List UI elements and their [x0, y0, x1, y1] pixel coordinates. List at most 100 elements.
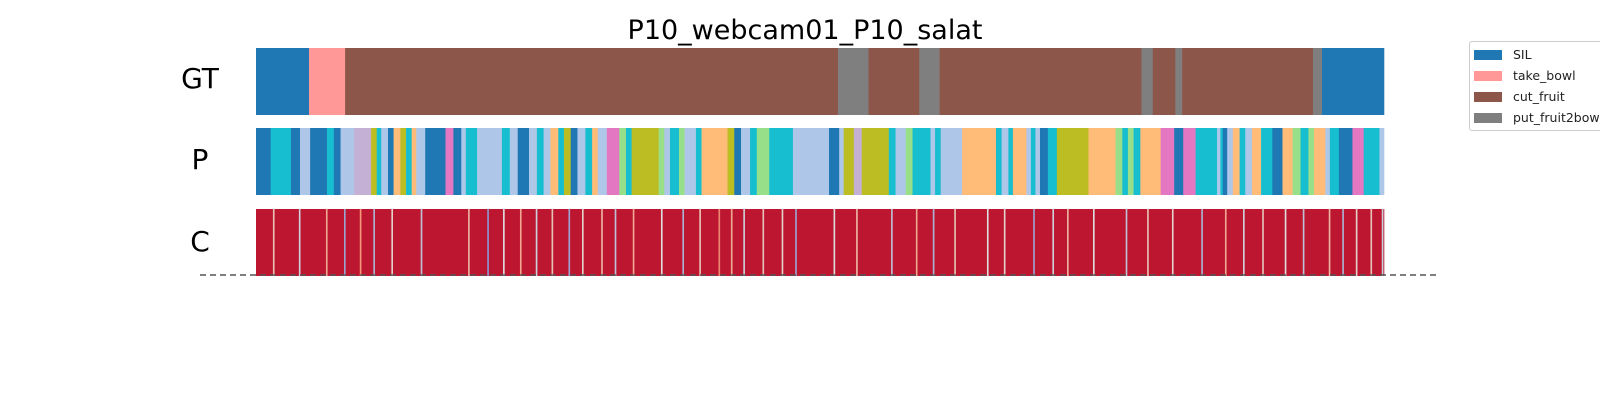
legend-item: SIL — [1474, 46, 1532, 62]
confidence-stripe — [795, 209, 797, 276]
prediction-bar — [256, 128, 1385, 195]
prediction-segment — [756, 128, 770, 195]
prediction-segment — [940, 128, 963, 195]
prediction-segment — [563, 128, 572, 195]
prediction-segment — [631, 128, 659, 195]
gt-segment — [1152, 48, 1176, 115]
prediction-segment — [387, 128, 394, 195]
prediction-segment — [1292, 128, 1301, 195]
legend-item: take_bowl — [1474, 67, 1576, 83]
prediction-segment — [1088, 128, 1116, 195]
confidence-stripe — [1302, 209, 1305, 276]
prediction-segment — [1261, 128, 1273, 195]
legend-label: SIL — [1513, 47, 1532, 62]
confidence-stripe — [373, 209, 375, 276]
gt-segment — [939, 48, 1142, 115]
prediction-segment — [1001, 128, 1009, 195]
prediction-segment — [1300, 128, 1309, 195]
prediction-segment — [558, 128, 565, 195]
prediction-segment — [905, 128, 913, 195]
prediction-segment — [1174, 128, 1184, 195]
prediction-segment — [1272, 128, 1283, 195]
prediction-segment — [684, 128, 697, 195]
prediction-segment — [1252, 128, 1262, 195]
gt-segment — [309, 48, 346, 115]
legend-swatch-sil — [1474, 49, 1502, 60]
confidence-stripe — [718, 209, 721, 276]
prediction-segment — [461, 128, 467, 195]
confidence-stripe — [551, 209, 554, 276]
prediction-segment — [853, 128, 863, 195]
prediction-segment — [695, 128, 702, 195]
confidence-stripe — [1003, 209, 1006, 276]
prediction-segment — [1030, 128, 1036, 195]
gt-segment — [868, 48, 920, 115]
gt-segment — [1312, 48, 1323, 115]
prediction-segment — [425, 128, 446, 195]
prediction-segment — [543, 128, 551, 195]
confidence-stripe — [856, 209, 858, 276]
legend-swatch-cut-fruit — [1474, 91, 1502, 102]
prediction-segment — [465, 128, 478, 195]
prediction-segment — [1220, 128, 1223, 195]
prediction-segment — [727, 128, 735, 195]
prediction-segment — [895, 128, 907, 195]
confidence-stripe — [420, 209, 423, 276]
legend-label: take_bowl — [1513, 68, 1576, 83]
confidence-stripe — [359, 209, 362, 276]
prediction-segment — [995, 128, 1002, 195]
prediction-segment — [381, 128, 389, 195]
gt-segment — [1321, 48, 1385, 115]
confidence-stripe — [468, 209, 470, 276]
prediction-segment — [1047, 128, 1058, 195]
prediction-segment — [501, 128, 511, 195]
gt-segment — [345, 48, 839, 115]
prediction-segment — [1012, 128, 1027, 195]
prediction-segment — [1195, 128, 1218, 195]
prediction-segment — [1308, 128, 1315, 195]
prediction-segment — [1282, 128, 1293, 195]
prediction-segment — [1035, 128, 1041, 195]
row-label-gt: GT — [181, 62, 220, 95]
prediction-segment — [517, 128, 530, 195]
gt-segment — [1182, 48, 1314, 115]
confidence-stripe — [601, 209, 603, 276]
confidence-stripe — [1342, 209, 1344, 276]
prediction-segment — [445, 128, 454, 195]
gt-segment — [919, 48, 940, 115]
prediction-segment — [310, 128, 328, 195]
prediction-segment — [1329, 128, 1340, 195]
prediction-segment — [1232, 128, 1240, 195]
confidence-stripe — [781, 209, 784, 276]
prediction-segment — [701, 128, 728, 195]
prediction-segment — [769, 128, 794, 195]
prediction-segment — [371, 128, 377, 195]
row-label-p: P — [192, 143, 209, 176]
ground-truth-bar — [256, 48, 1385, 115]
confidence-stripe — [535, 209, 538, 276]
prediction-segment — [1325, 128, 1331, 195]
confidence-stripe — [682, 209, 685, 276]
prediction-segment — [1026, 128, 1032, 195]
prediction-segment — [256, 128, 271, 195]
gt-segment — [1175, 48, 1183, 115]
confidence-stripe — [986, 209, 989, 276]
confidence-stripe — [1092, 209, 1095, 276]
prediction-segment — [669, 128, 680, 195]
prediction-segment — [1039, 128, 1049, 195]
prediction-segment — [400, 128, 407, 195]
legend-item: cut_fruit — [1474, 88, 1565, 104]
confidence-stripe — [1067, 209, 1069, 276]
confidence-stripe — [1125, 209, 1128, 276]
confidence-stripe — [1284, 209, 1287, 276]
confidence-stripe — [272, 209, 275, 276]
confidence-stripe — [614, 209, 617, 276]
confidence-stripe — [391, 209, 394, 276]
prediction-segment — [333, 128, 341, 195]
prediction-segment — [270, 128, 292, 195]
prediction-segment — [792, 128, 830, 195]
confidence-bar — [256, 209, 1385, 276]
confidence-stripe — [1052, 209, 1055, 276]
confidence-stripe — [519, 209, 522, 276]
prediction-segment — [1363, 128, 1380, 195]
